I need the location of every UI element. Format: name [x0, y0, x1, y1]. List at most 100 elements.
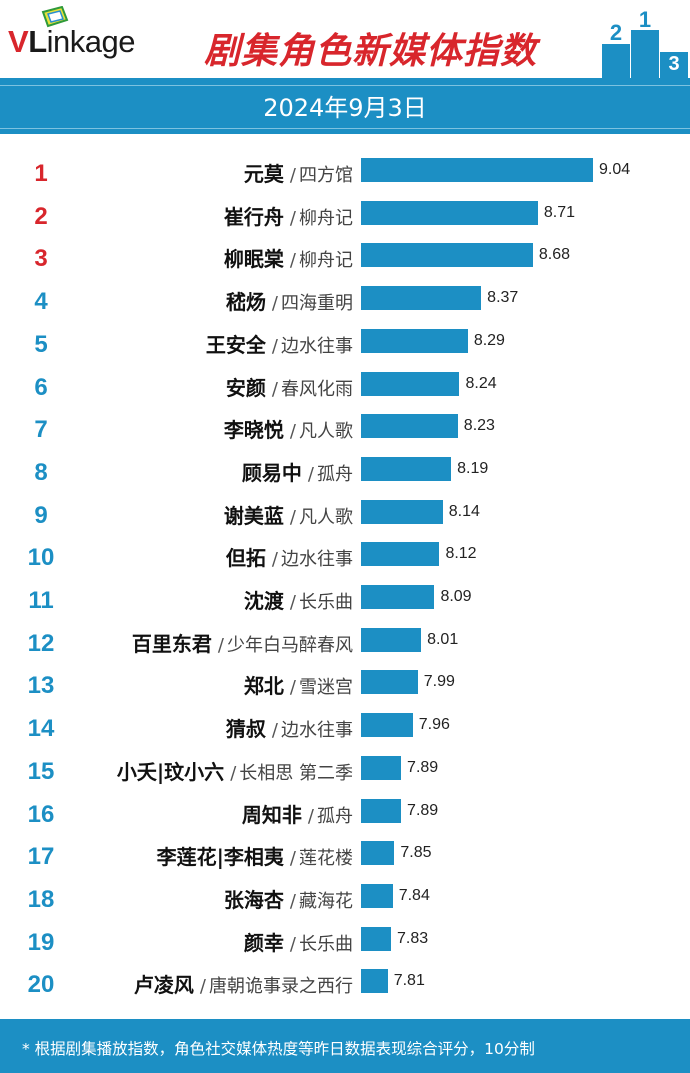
- data-label: 8.37: [487, 289, 519, 307]
- bar: [361, 243, 533, 268]
- show-title: 莲花楼: [299, 848, 353, 870]
- data-label: 7.99: [423, 673, 455, 691]
- chart-date: 2024年9月3日: [263, 94, 427, 122]
- show-title: 雪迷宫: [299, 677, 353, 699]
- date-band-frame: [0, 85, 690, 129]
- rank-number: 6: [34, 373, 48, 401]
- bar: [361, 670, 418, 695]
- rank-number: 5: [34, 330, 48, 358]
- table-row: 3 柳眠棠 / 柳舟记 8.68: [0, 235, 690, 277]
- show-title: 长相思 第二季: [239, 762, 353, 784]
- data-label: 9.04: [599, 161, 631, 178]
- podium-label-2: 2: [610, 20, 622, 45]
- data-label: 7.83: [397, 929, 429, 947]
- character-name: 顾易中: [241, 460, 302, 485]
- rank-number: 4: [34, 288, 48, 316]
- character-name: 嵇炀: [225, 290, 266, 315]
- character-name: 百里东君: [131, 631, 212, 656]
- bar-label: 元莫 / 四方馆: [244, 158, 353, 187]
- rank-number: 10: [27, 544, 55, 572]
- character-name: 但拓: [225, 546, 266, 571]
- label-separator: /: [271, 549, 278, 571]
- character-name: 卢凌风: [133, 973, 194, 998]
- table-row: 18 张海杏 / 藏海花 7.84: [0, 876, 690, 918]
- bar-label: 百里东君 / 少年白马醉春风: [132, 628, 353, 657]
- label-separator: /: [271, 378, 278, 400]
- label-separator: /: [289, 890, 296, 912]
- bar: [361, 883, 393, 908]
- rank-number: 20: [27, 971, 55, 999]
- rank-number: 19: [27, 928, 55, 956]
- label-separator: /: [271, 720, 278, 742]
- data-label: 7.96: [418, 716, 450, 734]
- character-name: 谢美蓝: [223, 503, 284, 528]
- data-label: 8.09: [440, 588, 472, 605]
- footnote: * 根据剧集播放指数，角色社交媒体热度等昨日数据表现综合评分，10分制: [22, 1040, 535, 1058]
- character-name: 元莫: [243, 162, 284, 186]
- label-separator: /: [307, 463, 314, 485]
- data-label: 8.14: [448, 502, 480, 520]
- show-title: 长乐曲: [299, 933, 353, 955]
- table-row: 8 顾易中 / 孤舟 8.19: [0, 449, 690, 491]
- table-row: 19 颜幸 / 长乐曲 7.83: [0, 919, 690, 961]
- bar-label: 卢凌风 / 唐朝诡事录之西行: [134, 969, 353, 998]
- rank-number: 11: [28, 587, 54, 614]
- data-label: 7.85: [400, 844, 432, 862]
- label-separator: /: [289, 506, 296, 528]
- show-title: 边水往事: [281, 549, 353, 571]
- rank-number: 13: [27, 672, 55, 700]
- podium-icon: 2 1 3: [602, 10, 688, 78]
- table-row: 20 卢凌风 / 唐朝诡事录之西行 7.81: [0, 961, 690, 1003]
- character-name: 张海杏: [223, 887, 284, 912]
- bar-label: 李莲花|李相夷 / 莲花楼: [157, 841, 353, 870]
- bar: [361, 328, 468, 353]
- bar: [361, 627, 422, 652]
- table-row: 14 猜叔 / 边水往事 7.96: [0, 705, 690, 747]
- show-title: 边水往事: [281, 335, 353, 357]
- footer: * 根据剧集播放指数，角色社交媒体热度等昨日数据表现综合评分，10分制: [0, 1019, 690, 1073]
- show-title: 孤舟: [317, 463, 353, 485]
- rank-number: 15: [27, 757, 55, 785]
- label-separator: /: [289, 848, 296, 870]
- table-row: 7 李晓悦 / 凡人歌 8.23: [0, 406, 690, 448]
- bar: [361, 713, 413, 738]
- table-row: 2 崔行舟 / 柳舟记 8.71: [0, 193, 690, 235]
- bar-label: 李晓悦 / 凡人歌: [224, 414, 353, 443]
- bar: [361, 542, 440, 567]
- table-row: 10 但拓 / 边水往事 8.12: [0, 534, 690, 576]
- show-title: 长乐曲: [299, 592, 353, 613]
- label-separator: /: [289, 207, 296, 229]
- bar-label: 猜叔 / 边水往事: [226, 713, 353, 742]
- character-name: 郑北: [243, 674, 284, 699]
- bar-label: 周知非 / 孤舟: [242, 799, 353, 828]
- bar-label: 安颜 / 春风化雨: [226, 372, 353, 401]
- show-title: 四方馆: [299, 165, 353, 186]
- bar-label: 张海杏 / 藏海花: [224, 884, 353, 913]
- character-name: 沈渡: [243, 589, 284, 613]
- header: VLinkage 剧集角色新媒体指数 2 1 3: [0, 0, 690, 78]
- label-separator: /: [289, 677, 296, 699]
- table-row: 13 郑北 / 雪迷宫 7.99: [0, 662, 690, 704]
- label-separator: /: [271, 335, 278, 357]
- bar: [361, 414, 458, 439]
- bar-label: 小夭|玟小六 / 长相思 第二季: [117, 756, 353, 785]
- rank-number: 12: [27, 629, 55, 657]
- table-row: 16 周知非 / 孤舟 7.89: [0, 791, 690, 833]
- bar-label: 沈渡 / 长乐曲: [244, 585, 353, 614]
- character-name: 周知非: [241, 802, 302, 827]
- show-title: 柳舟记: [299, 207, 353, 229]
- character-name: 李晓悦: [223, 418, 284, 443]
- show-title: 边水往事: [281, 720, 353, 742]
- page-title: 剧集角色新媒体指数: [204, 31, 538, 72]
- podium-label-1: 1: [639, 10, 651, 32]
- show-title: 凡人歌: [299, 421, 353, 443]
- bar: [361, 755, 402, 780]
- bar: [361, 841, 395, 866]
- brand-logo: VLinkage: [8, 24, 135, 59]
- label-separator: /: [289, 250, 296, 272]
- data-label: 8.01: [427, 630, 459, 648]
- bar: [361, 499, 443, 524]
- show-title: 少年白马醉春风: [227, 634, 353, 656]
- rank-number: 17: [27, 843, 55, 871]
- table-row: 15 小夭|玟小六 / 长相思 第二季 7.89: [0, 748, 690, 790]
